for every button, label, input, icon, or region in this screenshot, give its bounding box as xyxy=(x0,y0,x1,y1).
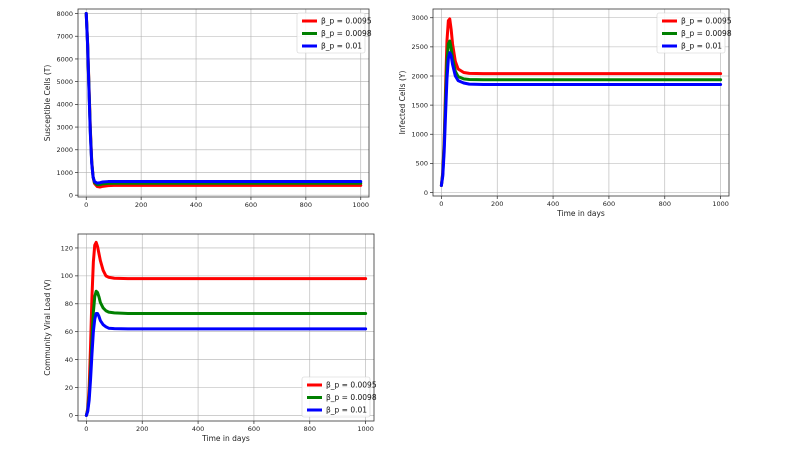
series-line-3 xyxy=(84,12,363,185)
legend-label: β_p = 0.0098 xyxy=(321,29,372,38)
y-tick-label: 120 xyxy=(61,244,73,252)
x-tick-label: 600 xyxy=(603,200,615,208)
legend: β_p = 0.0095 β_p = 0.0098 β_p = 0.01 xyxy=(296,12,372,54)
y-tick-label: 3000 xyxy=(411,14,428,22)
x-tick-label: 800 xyxy=(300,201,312,209)
y-tick-label: 40 xyxy=(65,356,73,364)
y-tick-label: 1000 xyxy=(56,169,73,177)
legend-label: β_p = 0.01 xyxy=(326,406,367,415)
legend: β_p = 0.0095 β_p = 0.0098 β_p = 0.01 xyxy=(656,12,732,54)
chart-3: 0 200 400 600 800 1000 0 20 40 60 80 100 120 Time in … xyxy=(43,233,377,443)
y-tick-label: 80 xyxy=(65,300,73,308)
y-tick-label: 2500 xyxy=(411,43,428,51)
y-tick-label: 2000 xyxy=(411,72,428,80)
x-tick-label: 600 xyxy=(245,201,257,209)
axes-frame xyxy=(432,8,730,197)
legend-label: β_p = 0.0098 xyxy=(681,29,732,38)
y-tick-label: 20 xyxy=(65,384,73,392)
y-tick-label: 500 xyxy=(416,160,428,168)
series-group xyxy=(84,240,368,417)
legend-box xyxy=(301,376,371,418)
x-tick-label: 1000 xyxy=(712,200,729,208)
x-tick-label: 400 xyxy=(547,200,559,208)
x-tick-label: 0 xyxy=(84,201,88,209)
y-axis-label: Susceptible Cells (T) xyxy=(43,65,52,142)
series-line-3 xyxy=(439,51,723,188)
y-tick-label: 100 xyxy=(61,272,73,280)
series-line-3 xyxy=(84,312,368,417)
x-tick-label: 400 xyxy=(192,425,204,433)
x-tick-label: 1000 xyxy=(352,201,369,209)
x-tick-label: 800 xyxy=(304,425,316,433)
y-tick-label: 7000 xyxy=(56,33,73,41)
legend-label: β_p = 0.01 xyxy=(681,42,722,51)
x-axis-label: Time in days xyxy=(556,209,605,218)
x-tick-label: 0 xyxy=(84,425,88,433)
y-tick-label: 60 xyxy=(65,328,73,336)
legend-label: β_p = 0.0095 xyxy=(681,17,732,26)
legend-label: β_p = 0.0095 xyxy=(321,17,372,26)
x-tick-label: 800 xyxy=(659,200,671,208)
x-tick-label: 200 xyxy=(491,200,503,208)
legend: β_p = 0.0095 β_p = 0.0098 β_p = 0.01 xyxy=(301,376,377,418)
y-tick-label: 0 xyxy=(69,412,73,420)
legend-box xyxy=(656,12,726,54)
legend-label: β_p = 0.01 xyxy=(321,42,362,51)
y-tick-label: 8000 xyxy=(56,10,73,18)
chart-2: 0 200 400 600 800 1000 0 500 1000 1500 2000 2500 300… xyxy=(398,8,732,218)
y-tick-label: 1500 xyxy=(411,101,428,109)
y-tick-label: 2000 xyxy=(56,146,73,154)
y-tick-label: 4000 xyxy=(56,101,73,109)
legend-label: β_p = 0.0095 xyxy=(326,381,377,390)
legend-label: β_p = 0.0098 xyxy=(326,393,377,402)
y-tick-label: 0 xyxy=(69,191,73,199)
y-axis-label: Infected Cells (Y) xyxy=(398,71,407,135)
series-group xyxy=(439,17,723,188)
axes-frame xyxy=(77,8,370,198)
y-tick-label: 3000 xyxy=(56,123,73,131)
x-axis-label: Time in days xyxy=(201,434,250,443)
x-tick-label: 600 xyxy=(248,425,260,433)
series-group xyxy=(84,12,363,189)
y-axis-label: Community Viral Load (V) xyxy=(43,279,52,375)
y-tick-label: 0 xyxy=(424,189,428,197)
axes-frame xyxy=(77,233,375,422)
x-tick-label: 400 xyxy=(190,201,202,209)
legend-box xyxy=(296,12,366,54)
x-tick-label: 1000 xyxy=(357,425,374,433)
x-tick-label: 0 xyxy=(439,200,443,208)
y-tick-label: 5000 xyxy=(56,78,73,86)
chart-1: 0 200 400 600 800 1000 0 1000 2000 3000 4000 5000 60… xyxy=(43,8,372,209)
x-tick-label: 200 xyxy=(135,201,147,209)
grid xyxy=(78,9,369,197)
y-tick-label: 6000 xyxy=(56,55,73,63)
x-tick-label: 200 xyxy=(136,425,148,433)
y-tick-label: 1000 xyxy=(411,131,428,139)
